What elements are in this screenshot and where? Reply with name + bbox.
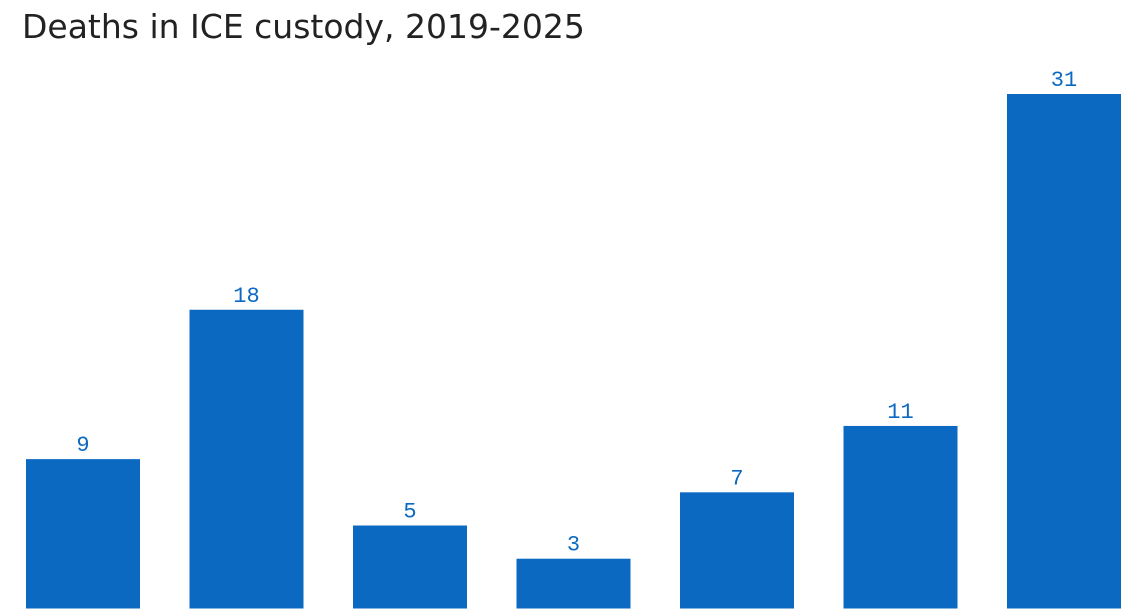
bar [353, 525, 467, 609]
value-label: 7 [730, 466, 743, 491]
bar [189, 309, 304, 609]
value-label: 3 [567, 533, 580, 558]
value-label: 31 [1051, 68, 1077, 93]
bar [843, 425, 958, 609]
value-label: 11 [887, 400, 913, 425]
value-label: 5 [403, 500, 416, 525]
value-label: 9 [76, 433, 89, 458]
value-label: 18 [233, 284, 259, 309]
bar [26, 459, 140, 609]
bar [1007, 94, 1121, 609]
chart-title: Deaths in ICE custody, 2019-2025 [22, 7, 585, 46]
bar [680, 492, 794, 609]
bar [516, 558, 631, 609]
